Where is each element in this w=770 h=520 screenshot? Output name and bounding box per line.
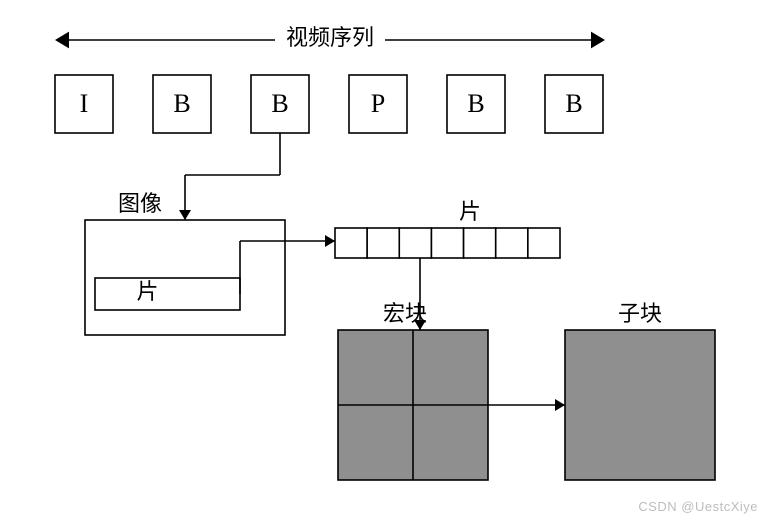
slice-label: 片 — [459, 199, 481, 224]
frame-letter: I — [80, 89, 89, 118]
slice-inner-label: 片 — [136, 279, 158, 304]
image-label: 图像 — [118, 191, 162, 216]
slice-cell — [335, 228, 367, 258]
slice-inner-box — [95, 278, 240, 310]
frame-letter: P — [371, 89, 385, 118]
slice-cell — [528, 228, 560, 258]
subblock-label: 子块 — [618, 301, 662, 326]
watermark-text: CSDN @UestcXiye — [638, 499, 758, 514]
frame-letter: B — [173, 89, 190, 118]
frame-letter: B — [271, 89, 288, 118]
slice-cell — [496, 228, 528, 258]
sequence-label: 视频序列 — [286, 25, 374, 50]
video-hierarchy-diagram: 视频序列IBBPBB图像片片宏块子块 — [0, 0, 770, 520]
slice-cell — [464, 228, 496, 258]
slice-cell — [399, 228, 431, 258]
frame-letter: B — [467, 89, 484, 118]
slice-cell — [367, 228, 399, 258]
frame-letter: B — [565, 89, 582, 118]
slice-cell — [431, 228, 463, 258]
subblock-box — [565, 330, 715, 480]
